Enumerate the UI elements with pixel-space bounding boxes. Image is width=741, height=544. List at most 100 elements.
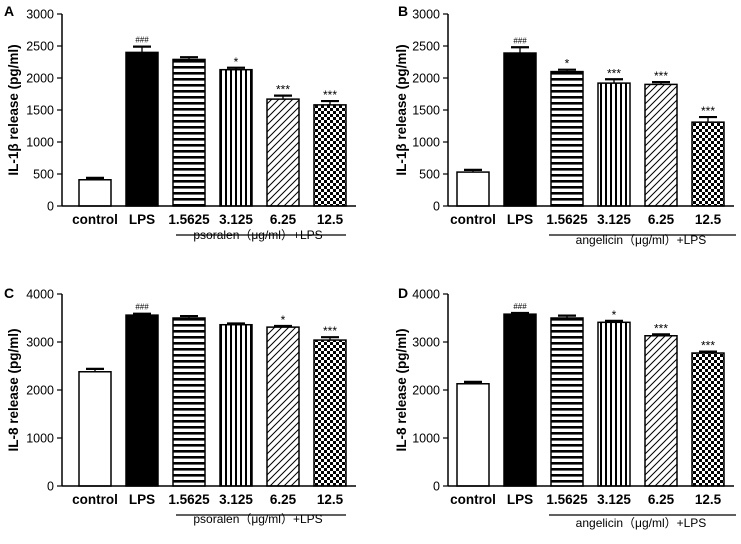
y-tick-label: 3000 bbox=[26, 8, 54, 22]
y-tick-label: 2000 bbox=[412, 72, 440, 86]
x-tick-label: LPS bbox=[507, 492, 533, 507]
y-tick-label: 1000 bbox=[26, 432, 54, 446]
bar-lps bbox=[503, 52, 537, 207]
bar-12-5 bbox=[691, 121, 725, 207]
significance-marker: *** bbox=[701, 339, 715, 353]
y-tick-label: 500 bbox=[419, 168, 440, 182]
x-axis-title: angelicin（μg/ml）+LPS bbox=[576, 516, 707, 530]
y-tick-label: 4000 bbox=[26, 288, 54, 302]
x-tick-label: LPS bbox=[507, 212, 533, 227]
y-tick-label: 3000 bbox=[26, 336, 54, 350]
x-tick-label: 12.5 bbox=[317, 492, 344, 507]
x-axis-title: angelicin（μg/ml）+LPS bbox=[576, 233, 707, 247]
x-tick-label: LPS bbox=[129, 492, 155, 507]
y-tick-label: 2000 bbox=[412, 384, 440, 398]
y-tick-label: 4000 bbox=[412, 288, 440, 302]
bar-12-5 bbox=[313, 339, 347, 487]
bar-3-125 bbox=[219, 323, 253, 487]
significance-marker: ### bbox=[513, 36, 527, 45]
x-tick-label: 6.25 bbox=[648, 492, 675, 507]
x-tick-label: control bbox=[450, 212, 496, 227]
bar-6-25 bbox=[266, 326, 300, 487]
y-tick-label: 2000 bbox=[26, 72, 54, 86]
bar-lps bbox=[125, 51, 159, 207]
x-tick-label: LPS bbox=[129, 212, 155, 227]
significance-marker: * bbox=[612, 308, 617, 322]
significance-marker: *** bbox=[276, 83, 290, 97]
bar-3-125 bbox=[597, 82, 631, 207]
y-tick-label: 0 bbox=[47, 200, 54, 214]
x-tick-label: 6.25 bbox=[270, 492, 297, 507]
panel-c: C 0 1000 2000 3000 4000 IL-8 release (pg/ml) co… bbox=[4, 285, 356, 526]
x-tick-label: 1.5625 bbox=[546, 212, 588, 227]
x-tick-label: 6.25 bbox=[270, 212, 297, 227]
y-tick-label: 1500 bbox=[412, 104, 440, 118]
x-axis-title: psoralen（μg/ml）+LPS bbox=[193, 512, 322, 526]
x-tick-label: 6.25 bbox=[648, 212, 675, 227]
bar-control bbox=[456, 383, 490, 487]
y-tick-label: 1000 bbox=[26, 136, 54, 150]
panel-b: B 0 500 1000 1500 2000 2500 3000 IL-1β release (… bbox=[394, 3, 736, 247]
x-tick-label: 12.5 bbox=[695, 212, 722, 227]
y-tick-label: 2500 bbox=[26, 40, 54, 54]
bar-lps bbox=[503, 313, 537, 487]
y-tick-label: 0 bbox=[47, 480, 54, 494]
significance-marker: *** bbox=[654, 321, 668, 335]
panel-label: B bbox=[398, 3, 408, 19]
bar-control bbox=[456, 171, 490, 207]
y-axis-title: IL-8 release (pg/ml) bbox=[6, 328, 21, 451]
bar-6-25 bbox=[644, 83, 678, 207]
bar-3-125 bbox=[219, 68, 253, 207]
bar-1-5625 bbox=[172, 317, 206, 487]
x-tick-label: 1.5625 bbox=[168, 492, 210, 507]
y-tick-label: 1000 bbox=[412, 136, 440, 150]
significance-marker: ### bbox=[135, 36, 149, 45]
y-tick-label: 500 bbox=[33, 168, 54, 182]
y-tick-label: 1500 bbox=[26, 104, 54, 118]
panel-a: A 0 500 1000 1500 2000 2500 3000 IL-1β release (… bbox=[4, 3, 356, 242]
y-tick-label: 1000 bbox=[412, 432, 440, 446]
x-tick-label: 3.125 bbox=[597, 212, 631, 227]
significance-marker: *** bbox=[323, 324, 337, 338]
panel-label: D bbox=[398, 285, 408, 301]
x-tick-label: 3.125 bbox=[219, 492, 253, 507]
x-tick-label: 1.5625 bbox=[546, 492, 588, 507]
x-tick-label: 3.125 bbox=[597, 492, 631, 507]
x-tick-label: control bbox=[450, 492, 496, 507]
bar-1-5625 bbox=[172, 58, 206, 207]
panel-label: C bbox=[4, 285, 14, 301]
bar-6-25 bbox=[266, 98, 300, 207]
x-tick-label: 3.125 bbox=[219, 212, 253, 227]
y-tick-label: 3000 bbox=[412, 8, 440, 22]
significance-marker: *** bbox=[607, 66, 621, 80]
y-tick-label: 2500 bbox=[412, 40, 440, 54]
y-tick-label: 0 bbox=[433, 200, 440, 214]
panel-label: A bbox=[4, 3, 14, 19]
significance-marker: * bbox=[281, 313, 286, 327]
bar-12-5 bbox=[691, 352, 725, 487]
x-axis-title: psoralen（μg/ml）+LPS bbox=[193, 228, 322, 242]
x-tick-label: 12.5 bbox=[695, 492, 722, 507]
bar-1-5625 bbox=[550, 70, 584, 207]
significance-marker: * bbox=[565, 57, 570, 71]
y-tick-label: 0 bbox=[433, 480, 440, 494]
significance-marker: *** bbox=[323, 88, 337, 102]
significance-marker: ### bbox=[135, 303, 149, 312]
y-axis-title: IL-1β release (pg/ml) bbox=[394, 44, 409, 175]
bar-6-25 bbox=[644, 335, 678, 487]
significance-marker: ### bbox=[513, 302, 527, 311]
x-tick-label: 1.5625 bbox=[168, 212, 210, 227]
significance-marker: *** bbox=[701, 104, 715, 118]
x-tick-label: control bbox=[72, 492, 118, 507]
x-tick-label: control bbox=[72, 212, 118, 227]
bar-lps bbox=[125, 314, 159, 487]
y-tick-label: 2000 bbox=[26, 384, 54, 398]
significance-marker: * bbox=[234, 55, 239, 69]
bar-control bbox=[78, 179, 112, 207]
bar-12-5 bbox=[313, 104, 347, 207]
y-axis-title: IL-1β release (pg/ml) bbox=[6, 44, 21, 175]
bar-1-5625 bbox=[550, 317, 584, 487]
bar-3-125 bbox=[597, 321, 631, 487]
